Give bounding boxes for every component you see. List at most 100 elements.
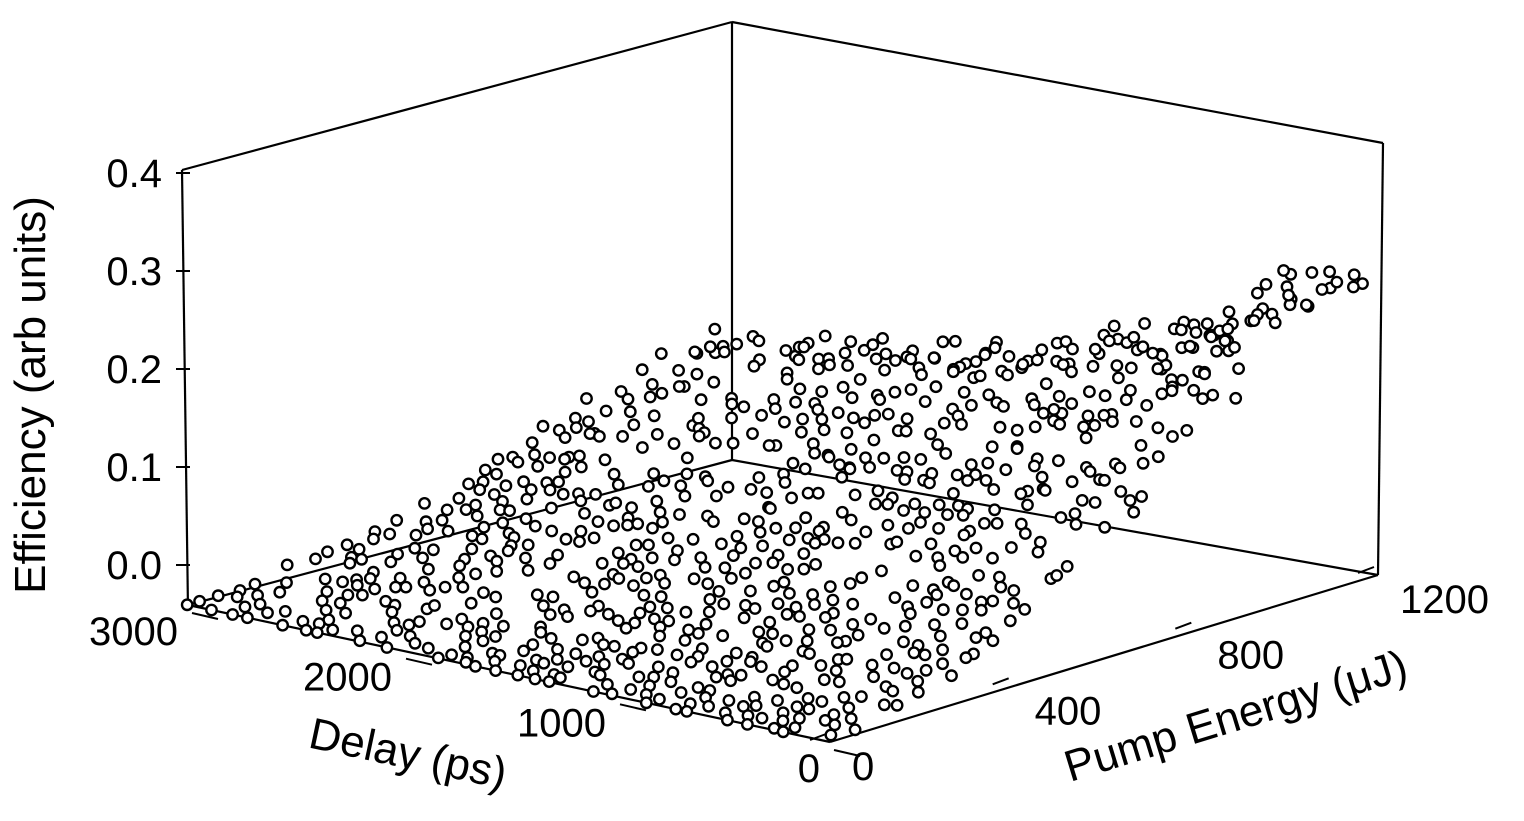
data-point	[576, 633, 589, 647]
data-point	[692, 627, 705, 640]
data-point	[684, 655, 698, 669]
data-point	[1060, 560, 1074, 573]
data-point	[904, 383, 918, 396]
data-point	[1014, 487, 1028, 501]
floor-back-left	[187, 458, 733, 607]
data-point	[453, 559, 467, 573]
data-point	[1039, 377, 1053, 391]
data-point	[737, 400, 751, 414]
data-point	[699, 617, 713, 631]
y-axis-tick	[809, 733, 827, 741]
data-point	[914, 516, 927, 529]
data-point	[793, 610, 806, 623]
data-point	[261, 606, 274, 620]
x-axis-tick	[619, 703, 647, 712]
data-point	[1102, 334, 1116, 348]
data-point	[843, 462, 857, 476]
data-point	[193, 594, 207, 608]
data-point	[909, 549, 923, 563]
data-point	[491, 452, 505, 466]
data-point	[1021, 498, 1034, 512]
data-point	[715, 537, 728, 551]
data-point	[990, 517, 1004, 530]
data-point	[873, 393, 887, 406]
data-point	[803, 647, 816, 660]
data-point	[1155, 387, 1169, 401]
data-point	[621, 392, 635, 406]
data-point	[781, 563, 794, 576]
y-axis-tick-label: 800	[1217, 634, 1284, 678]
data-point	[988, 503, 1001, 517]
data-point	[724, 674, 737, 688]
data-point	[797, 547, 811, 560]
data-point	[987, 483, 1001, 496]
data-point	[490, 467, 503, 481]
data-point	[458, 640, 472, 654]
data-point	[841, 359, 854, 372]
data-point	[707, 515, 720, 528]
data-point	[842, 701, 856, 715]
data-point	[918, 395, 932, 408]
data-point	[1180, 423, 1194, 437]
data-point	[551, 642, 564, 656]
data-point	[831, 636, 844, 649]
data-point	[664, 675, 678, 689]
data-point	[631, 560, 645, 573]
data-point	[997, 399, 1010, 413]
data-point	[920, 595, 934, 609]
data-point	[528, 672, 542, 686]
z-axis-title: Efficiency (arb units)	[6, 196, 55, 594]
data-point	[326, 623, 340, 637]
data-point	[608, 639, 621, 653]
data-point	[355, 552, 368, 566]
data-point	[748, 602, 762, 615]
data-point	[531, 459, 545, 473]
data-point	[701, 474, 715, 488]
data-point	[205, 603, 218, 617]
data-point	[423, 583, 437, 597]
data-point	[737, 611, 751, 625]
data-point	[762, 439, 776, 452]
data-point	[845, 391, 859, 405]
data-point	[729, 646, 743, 660]
data-point	[701, 577, 715, 591]
x-axis-title: Delay (ps)	[305, 709, 511, 799]
data-point	[790, 700, 804, 714]
data-point	[536, 419, 550, 433]
data-point	[1086, 359, 1100, 373]
data-point	[768, 402, 782, 415]
data-point	[389, 580, 402, 594]
data-point	[965, 398, 978, 412]
data-point	[653, 692, 666, 706]
data-point	[961, 474, 974, 487]
data-point	[843, 577, 857, 590]
data-point	[778, 415, 791, 429]
data-point	[412, 615, 426, 628]
data-point	[749, 556, 762, 570]
data-point	[1247, 314, 1261, 327]
data-point	[578, 576, 591, 590]
data-point	[811, 486, 825, 500]
data-point	[211, 589, 225, 603]
data-point	[707, 375, 721, 389]
data-point	[519, 512, 533, 526]
data-point	[299, 623, 313, 637]
data-point	[814, 659, 828, 672]
data-point	[960, 587, 973, 601]
data-point	[691, 681, 705, 694]
data-point	[534, 626, 548, 639]
data-point	[915, 368, 928, 382]
data-point	[1065, 365, 1078, 379]
data-point	[886, 684, 900, 698]
data-point	[336, 575, 349, 589]
data-point	[869, 352, 883, 366]
data-point	[650, 427, 664, 441]
data-point	[653, 629, 667, 643]
data-point	[824, 623, 837, 637]
z-axis-tick-label: 0.2	[106, 348, 162, 392]
data-point	[1002, 349, 1016, 363]
data-point	[1210, 344, 1224, 358]
z-axis-line	[180, 169, 190, 611]
data-point	[240, 611, 254, 625]
data-point	[574, 524, 588, 538]
